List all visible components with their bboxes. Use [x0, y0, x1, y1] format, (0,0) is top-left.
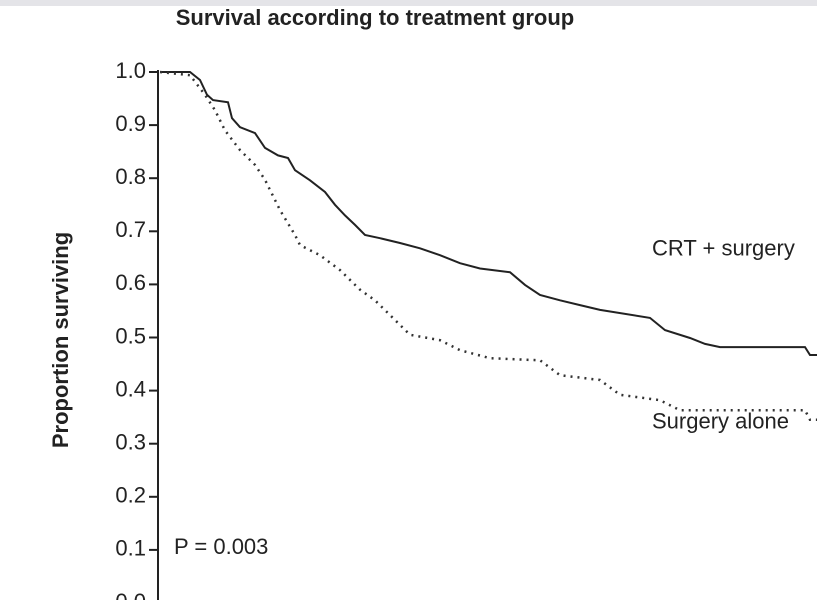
series-label: Surgery alone	[652, 409, 789, 434]
chart-title: Survival according to treatment group	[176, 5, 575, 30]
y-tick-label: 0.1	[115, 536, 146, 561]
survival-line	[160, 71, 817, 356]
y-tick-label: 0.7	[115, 217, 146, 242]
top-bar	[0, 0, 817, 6]
y-tick-label: 0.3	[115, 430, 146, 455]
y-tick-label: 0.2	[115, 483, 146, 508]
y-tick-label: 0.0	[115, 589, 146, 600]
series-label: CRT + surgery	[652, 236, 795, 261]
annotation: P = 0.003	[174, 534, 268, 559]
y-tick-label: 0.4	[115, 376, 146, 401]
y-tick-label: 0.9	[115, 111, 146, 136]
y-tick-label: 1.0	[115, 58, 146, 83]
y-tick-label: 0.8	[115, 164, 146, 189]
survival-line	[159, 70, 817, 422]
y-axis-label: Proportion surviving	[48, 232, 73, 448]
y-tick-label: 0.6	[115, 270, 146, 295]
y-tick-label: 0.5	[115, 323, 146, 348]
